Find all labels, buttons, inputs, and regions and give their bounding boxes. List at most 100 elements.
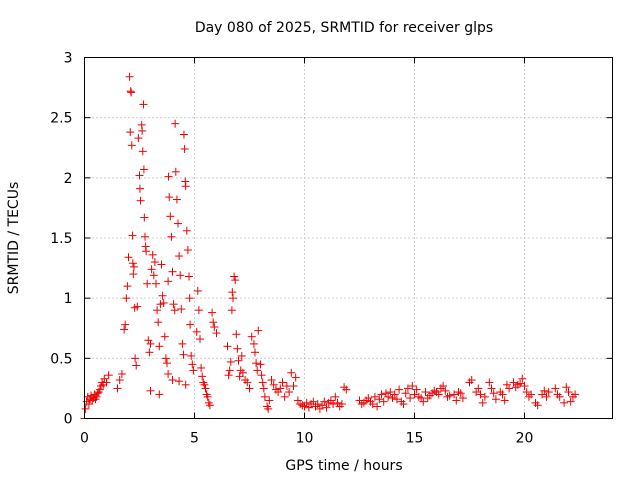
data-point	[419, 397, 428, 406]
data-point	[152, 279, 160, 288]
data-point	[403, 384, 412, 393]
data-point	[551, 384, 560, 393]
data-point	[373, 402, 382, 411]
data-point	[140, 213, 149, 222]
data-point	[126, 128, 135, 137]
data-point	[458, 394, 467, 403]
data-point	[237, 351, 246, 360]
data-point	[138, 126, 147, 135]
data-point	[182, 226, 191, 235]
data-point	[92, 392, 101, 401]
data-point	[188, 360, 197, 369]
data-point	[127, 88, 136, 97]
data-point	[164, 172, 173, 181]
data-point	[289, 382, 298, 391]
data-point	[560, 398, 569, 407]
data-point	[179, 350, 188, 359]
data-point	[139, 165, 148, 174]
data-point	[208, 308, 217, 317]
data-point	[155, 342, 164, 351]
data-point	[203, 392, 212, 401]
data-point	[234, 356, 243, 365]
data-point	[441, 386, 450, 395]
data-point	[434, 390, 443, 399]
data-point	[135, 184, 144, 193]
data-point	[280, 392, 289, 401]
data-point	[322, 403, 331, 412]
data-point	[256, 360, 265, 369]
data-point	[120, 325, 129, 334]
data-point	[185, 294, 194, 303]
data-point	[456, 389, 465, 398]
data-point	[153, 306, 162, 315]
data-point	[141, 232, 149, 241]
data-point	[231, 276, 240, 285]
data-point	[476, 390, 485, 399]
data-point	[518, 374, 527, 383]
data-point	[516, 379, 525, 388]
data-point	[225, 366, 234, 375]
y-tick-label: 1	[64, 291, 73, 307]
data-point	[171, 167, 180, 176]
x-tick-label: 0	[80, 431, 89, 447]
axis-ticks: 0 5 10 15 20 0 0.5 1 1.5 2 2.5 3	[50, 51, 613, 447]
data-point	[450, 390, 459, 399]
data-point	[205, 401, 214, 410]
data-point	[136, 196, 145, 205]
data-point	[146, 386, 155, 395]
data-point	[390, 390, 399, 399]
data-point	[143, 279, 152, 288]
data-point	[544, 388, 553, 397]
data-point	[226, 357, 235, 366]
data-point	[489, 389, 498, 398]
data-point	[84, 400, 93, 409]
data-point	[95, 385, 104, 394]
data-point	[97, 382, 105, 391]
data-point	[331, 392, 340, 401]
plot-frame	[84, 57, 613, 419]
data-point	[562, 383, 571, 392]
data-point	[467, 375, 476, 384]
data-point	[201, 384, 210, 393]
data-point	[229, 294, 237, 303]
x-tick-label: 20	[516, 431, 534, 447]
data-point	[187, 351, 196, 360]
data-point	[131, 354, 140, 363]
data-point	[224, 371, 233, 380]
data-point	[164, 369, 173, 378]
data-point	[139, 100, 148, 109]
data-point	[181, 182, 190, 191]
data-point	[198, 372, 207, 381]
data-point	[179, 130, 188, 139]
data-point	[147, 265, 156, 274]
data-point	[196, 335, 204, 344]
data-point	[491, 395, 500, 404]
data-point	[571, 390, 580, 399]
data-point	[163, 359, 171, 368]
x-tick-label: 15	[406, 431, 424, 447]
data-point	[406, 394, 415, 403]
data-point	[168, 267, 177, 276]
data-point	[320, 397, 329, 406]
data-point	[169, 300, 178, 309]
data-point	[210, 323, 219, 332]
data-point	[445, 391, 454, 400]
data-point	[115, 375, 124, 384]
data-point	[170, 306, 179, 315]
data-point	[161, 354, 170, 363]
data-point	[243, 378, 252, 387]
data-point	[164, 277, 173, 286]
data-point	[285, 388, 294, 397]
data-point	[123, 282, 132, 291]
data-point	[194, 306, 203, 315]
data-point	[134, 134, 143, 143]
data-point	[228, 288, 237, 297]
data-point	[212, 329, 221, 338]
data-point	[186, 320, 195, 329]
data-point	[181, 380, 190, 389]
data-point	[487, 384, 496, 393]
data-point	[395, 385, 404, 394]
data-point	[555, 392, 564, 401]
data-point	[401, 389, 410, 398]
data-point	[132, 361, 141, 370]
